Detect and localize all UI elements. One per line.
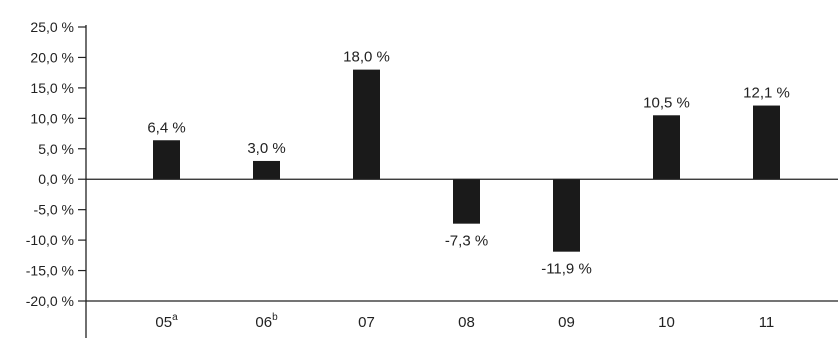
x-tick-label-main: 05 (155, 314, 172, 331)
x-tick-label-main: 07 (358, 314, 375, 331)
bar (653, 115, 680, 180)
data-label: -7,3 % (445, 233, 488, 250)
x-tick-label: 10 (658, 314, 675, 331)
data-label: 3,0 % (247, 140, 285, 157)
data-label: 10,5 % (643, 94, 690, 111)
y-tick-label: 25,0 % (30, 19, 74, 35)
data-labels: 6,4 % 3,0 % 18,0 % -7,3 % -11,9 % 10,5 % 12,1 … (147, 49, 790, 278)
x-tick-label-main: 08 (458, 314, 475, 331)
y-tick-label: -20,0 % (26, 293, 74, 309)
x-tick-label-main: 09 (558, 314, 575, 331)
x-axis: 05a 06b 07 08 09 10 11 (86, 300, 838, 331)
y-tick-label: 15,0 % (30, 80, 74, 96)
y-tick-label: -5,0 % (34, 202, 74, 218)
bar (153, 140, 180, 180)
x-tick-label-main: 06 (255, 314, 272, 331)
bar (453, 179, 480, 224)
data-label: 12,1 % (743, 85, 790, 102)
y-tick-label: -10,0 % (26, 232, 74, 248)
x-tick-label: 08 (458, 314, 475, 331)
x-tick-label-superscript: b (272, 312, 278, 323)
x-tick-label: 05a (155, 312, 178, 331)
x-tick-label: 07 (358, 314, 375, 331)
x-tick-label-main: 11 (759, 314, 775, 331)
data-label: -11,9 % (541, 261, 592, 278)
bar (553, 179, 580, 252)
y-tick-label: 0,0 % (38, 171, 74, 187)
data-label: 6,4 % (147, 119, 185, 136)
y-axis: 25,0 % 20,0 % 15,0 % 10,0 % 5,0 % 0,0 % -5,0 %… (26, 19, 87, 338)
y-tick-label: 10,0 % (30, 110, 74, 126)
x-tick-label-main: 10 (658, 314, 675, 331)
y-tick-label: 5,0 % (38, 141, 74, 157)
y-tick-label: -15,0 % (26, 263, 74, 279)
x-tick-label: 09 (558, 314, 575, 331)
x-tick-label-superscript: a (172, 312, 178, 323)
bar (753, 105, 780, 180)
x-tick-label: 11 (759, 314, 775, 331)
bar (253, 160, 280, 180)
x-tick-label: 06b (255, 312, 278, 331)
y-tick-label: 20,0 % (30, 49, 74, 65)
bars (153, 69, 780, 252)
data-label: 18,0 % (343, 49, 390, 66)
bar (353, 69, 380, 180)
